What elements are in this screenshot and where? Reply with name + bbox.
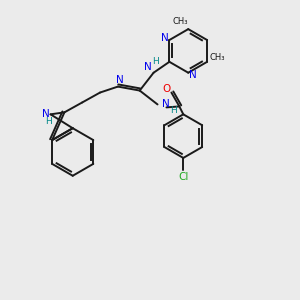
Text: N: N <box>144 62 152 72</box>
Text: H: H <box>170 106 177 115</box>
Text: Cl: Cl <box>178 172 188 182</box>
Text: N: N <box>116 75 124 85</box>
Text: N: N <box>42 109 50 119</box>
Text: CH₃: CH₃ <box>172 17 188 26</box>
Text: H: H <box>45 117 52 126</box>
Text: O: O <box>162 84 171 94</box>
Text: CH₃: CH₃ <box>209 53 225 62</box>
Text: N: N <box>160 33 168 43</box>
Text: N: N <box>189 70 197 80</box>
Text: N: N <box>162 99 169 110</box>
Text: H: H <box>152 57 159 66</box>
